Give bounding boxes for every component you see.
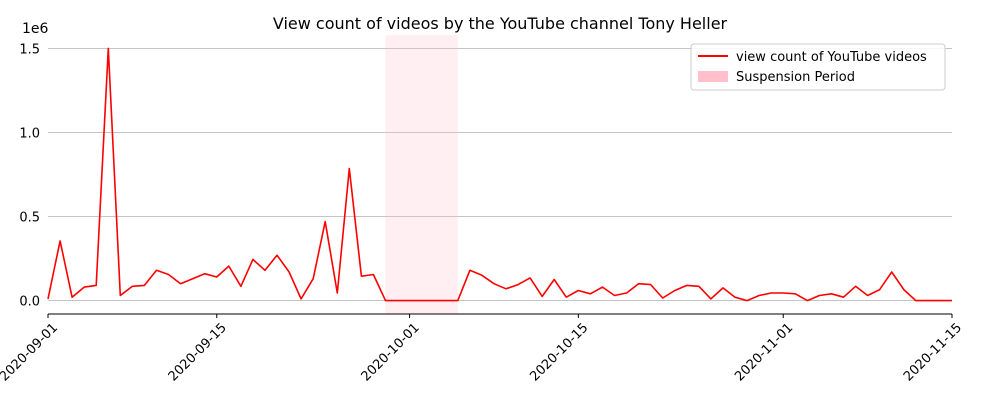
x-tick-label: 2020-11-15 xyxy=(901,320,965,384)
y-tick-label: 1.0 xyxy=(19,127,40,142)
y-offset-label: 1e6 xyxy=(22,21,49,37)
x-tick-label: 2020-10-15 xyxy=(527,320,591,384)
legend-label-series: view count of YouTube videos xyxy=(736,50,927,65)
y-tick-label: 1.5 xyxy=(19,42,40,57)
shaded-region xyxy=(385,35,458,314)
x-tick-label: 2020-09-01 xyxy=(0,320,61,384)
x-axis-ticks: 2020-09-01 2020-09-15 2020-10-01 2020-10-15… xyxy=(0,314,965,384)
legend-patch-swatch xyxy=(698,71,728,82)
series-line xyxy=(47,47,952,302)
legend-label-suspension: Suspension Period xyxy=(736,70,855,85)
x-tick-label: 2020-09-15 xyxy=(166,320,230,384)
chart-title: View count of videos by the YouTube chan… xyxy=(273,14,728,33)
x-tick-label: 2020-10-01 xyxy=(359,320,423,384)
x-tick-label: 2020-11-01 xyxy=(732,320,796,384)
series-lines xyxy=(47,47,952,302)
suspension-shading xyxy=(385,35,458,314)
legend: view count of YouTube videos Suspension … xyxy=(690,43,946,91)
legend-box xyxy=(690,43,946,91)
y-tick-label: 0.5 xyxy=(19,211,40,226)
y-tick-label: 0.0 xyxy=(19,295,40,310)
y-axis-ticks: 0.0 0.5 1.0 1.5 xyxy=(19,42,40,309)
